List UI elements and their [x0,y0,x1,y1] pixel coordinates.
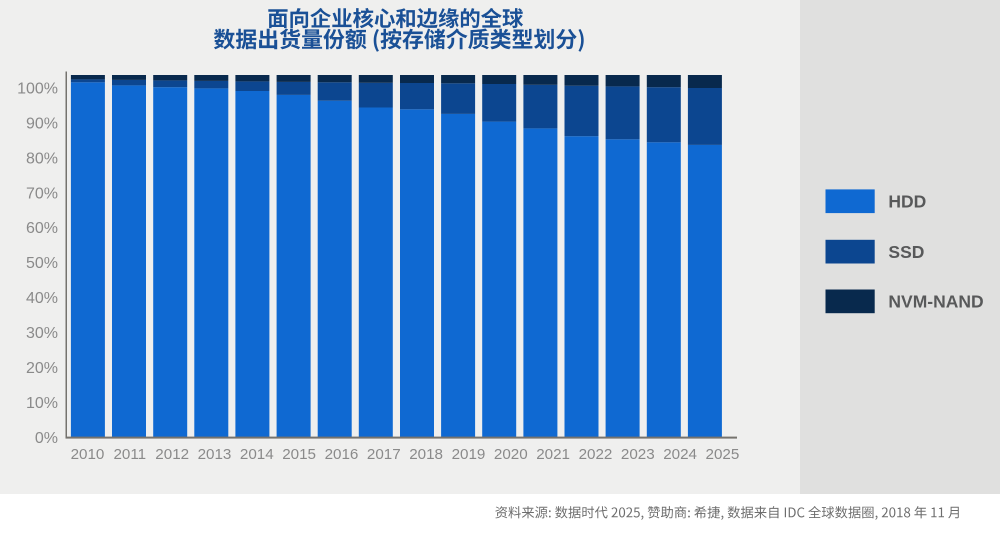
svg-text:50%: 50% [26,255,58,272]
svg-text:2022: 2022 [579,446,613,463]
svg-text:2019: 2019 [452,446,486,463]
svg-text:2024: 2024 [663,446,697,463]
svg-text:70%: 70% [26,185,58,202]
svg-text:20%: 20% [26,360,58,377]
svg-text:2015: 2015 [282,446,316,463]
svg-text:80%: 80% [26,150,58,167]
svg-text:2014: 2014 [240,446,274,463]
svg-text:2010: 2010 [71,446,105,463]
svg-text:2018: 2018 [409,446,443,463]
svg-text:NVM-NAND: NVM-NAND [888,292,983,312]
svg-text:0%: 0% [35,430,58,447]
svg-text:HDD: HDD [888,192,926,212]
svg-text:2013: 2013 [198,446,232,463]
svg-text:2017: 2017 [367,446,401,463]
svg-text:2025: 2025 [706,446,740,463]
svg-text:40%: 40% [26,290,58,307]
svg-text:2023: 2023 [621,446,655,463]
svg-text:90%: 90% [26,115,58,132]
svg-text:2016: 2016 [325,446,359,463]
svg-text:2020: 2020 [494,446,528,463]
svg-text:30%: 30% [26,325,58,342]
svg-text:60%: 60% [26,220,58,237]
svg-text:10%: 10% [26,395,58,412]
svg-text:SSD: SSD [888,242,924,262]
svg-text:2012: 2012 [155,446,189,463]
svg-text:2011: 2011 [113,446,146,463]
svg-text:2021: 2021 [536,446,570,463]
svg-text:100%: 100% [17,80,58,97]
